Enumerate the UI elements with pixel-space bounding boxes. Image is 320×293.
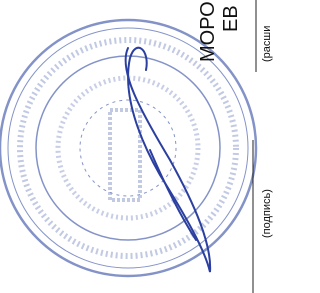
name-text: МОРО: [197, 1, 219, 62]
document-fragment: МОРО ЕВ (расши (подпись): [0, 0, 287, 293]
decoding-caption: (расши: [261, 26, 273, 62]
name-text-2: ЕВ: [220, 5, 242, 32]
stamp-text-ring-inner: [58, 78, 198, 218]
page: МОРО ЕВ (расши (подпись) (() => { const …: [0, 0, 287, 293]
signature-caption: (подпись): [261, 189, 273, 238]
stamp-core: [80, 100, 176, 196]
